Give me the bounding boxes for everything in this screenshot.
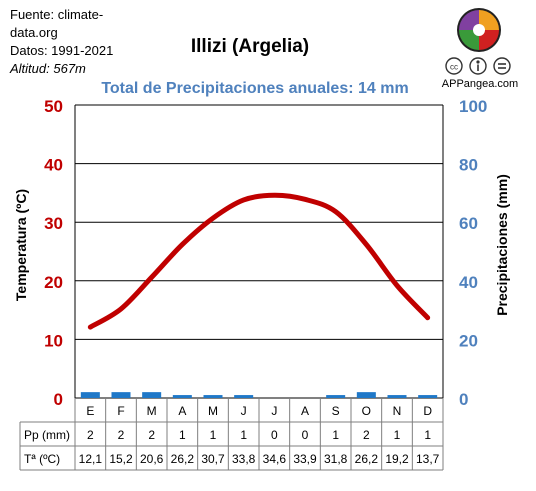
temp-value: 20,6 [140, 452, 164, 466]
right-tick-label: 80 [459, 156, 478, 175]
temp-value: 13,7 [416, 452, 440, 466]
temp-value: 31,8 [324, 452, 348, 466]
left-tick-label: 10 [44, 331, 63, 350]
pp-value: 1 [210, 428, 217, 442]
pp-value: 1 [179, 428, 186, 442]
precip-bar [111, 392, 131, 398]
temp-value: 26,2 [171, 452, 195, 466]
appangea-logo [457, 8, 501, 52]
month-label: S [332, 404, 340, 418]
pp-value: 1 [332, 428, 339, 442]
temp-value: 19,2 [385, 452, 409, 466]
month-label: F [117, 404, 124, 418]
pp-value: 2 [118, 428, 125, 442]
y-axis-left-label: Temperatura (ºC) [13, 189, 29, 301]
creative-commons-icons: cc [445, 57, 511, 75]
precip-bar [326, 395, 346, 398]
precip-bar [418, 395, 438, 398]
month-label: J [241, 404, 247, 418]
pp-value: 1 [394, 428, 401, 442]
temp-value: 33,9 [293, 452, 317, 466]
right-tick-label: 20 [459, 331, 478, 350]
right-tick-label: 0 [459, 390, 468, 409]
pp-value: 2 [363, 428, 370, 442]
right-tick-label: 40 [459, 273, 478, 292]
temp-value: 26,2 [355, 452, 379, 466]
source-altitude: Altitud: 567m [10, 61, 86, 76]
month-label: O [362, 404, 371, 418]
precip-bar [387, 395, 407, 398]
brand-label: APPangea.com [441, 78, 519, 90]
left-tick-label: 50 [44, 97, 63, 116]
precip-bar [142, 392, 162, 398]
temp-value: 33,8 [232, 452, 256, 466]
chart-subtitle: Total de Precipitaciones anuales: 14 mm [101, 80, 409, 97]
pp-value: 1 [240, 428, 247, 442]
precip-bar [203, 395, 223, 398]
right-tick-label: 100 [459, 97, 487, 116]
source-line-1: Fuente: climate- [10, 7, 104, 22]
temp-value: 12,1 [79, 452, 103, 466]
temp-value: 30,7 [201, 452, 225, 466]
temperature-line [87, 192, 431, 330]
month-label: J [271, 404, 277, 418]
right-tick-label: 60 [459, 214, 478, 233]
pp-value: 0 [271, 428, 278, 442]
month-label: A [301, 404, 309, 418]
row-label-pp: Pp (mm) [24, 428, 70, 442]
y-axis-right-label: Precipitaciones (mm) [494, 174, 510, 316]
precip-bar [234, 395, 254, 398]
chart-title: Illizi (Argelia) [190, 36, 310, 57]
month-label: A [178, 404, 186, 418]
pp-value: 0 [302, 428, 309, 442]
precip-bar [80, 392, 100, 398]
month-label: M [147, 404, 157, 418]
precip-bar [172, 395, 192, 398]
pp-value: 2 [148, 428, 155, 442]
pp-value: 2 [87, 428, 94, 442]
source-line-2: data.org [10, 25, 58, 40]
month-label: E [86, 404, 94, 418]
temp-value: 15,2 [109, 452, 133, 466]
month-label: N [393, 404, 402, 418]
left-tick-label: 0 [54, 390, 63, 409]
svg-text:cc: cc [450, 63, 458, 72]
left-tick-label: 30 [44, 214, 63, 233]
month-label: M [208, 404, 218, 418]
row-label-temp: Tª (ºC) [24, 452, 60, 466]
source-dates: Datos: 1991-2021 [10, 43, 114, 58]
month-label: D [423, 404, 432, 418]
pp-value: 1 [424, 428, 431, 442]
temp-value: 34,6 [263, 452, 287, 466]
precip-bar [356, 392, 376, 398]
left-tick-label: 40 [44, 156, 63, 175]
left-tick-label: 20 [44, 273, 63, 292]
